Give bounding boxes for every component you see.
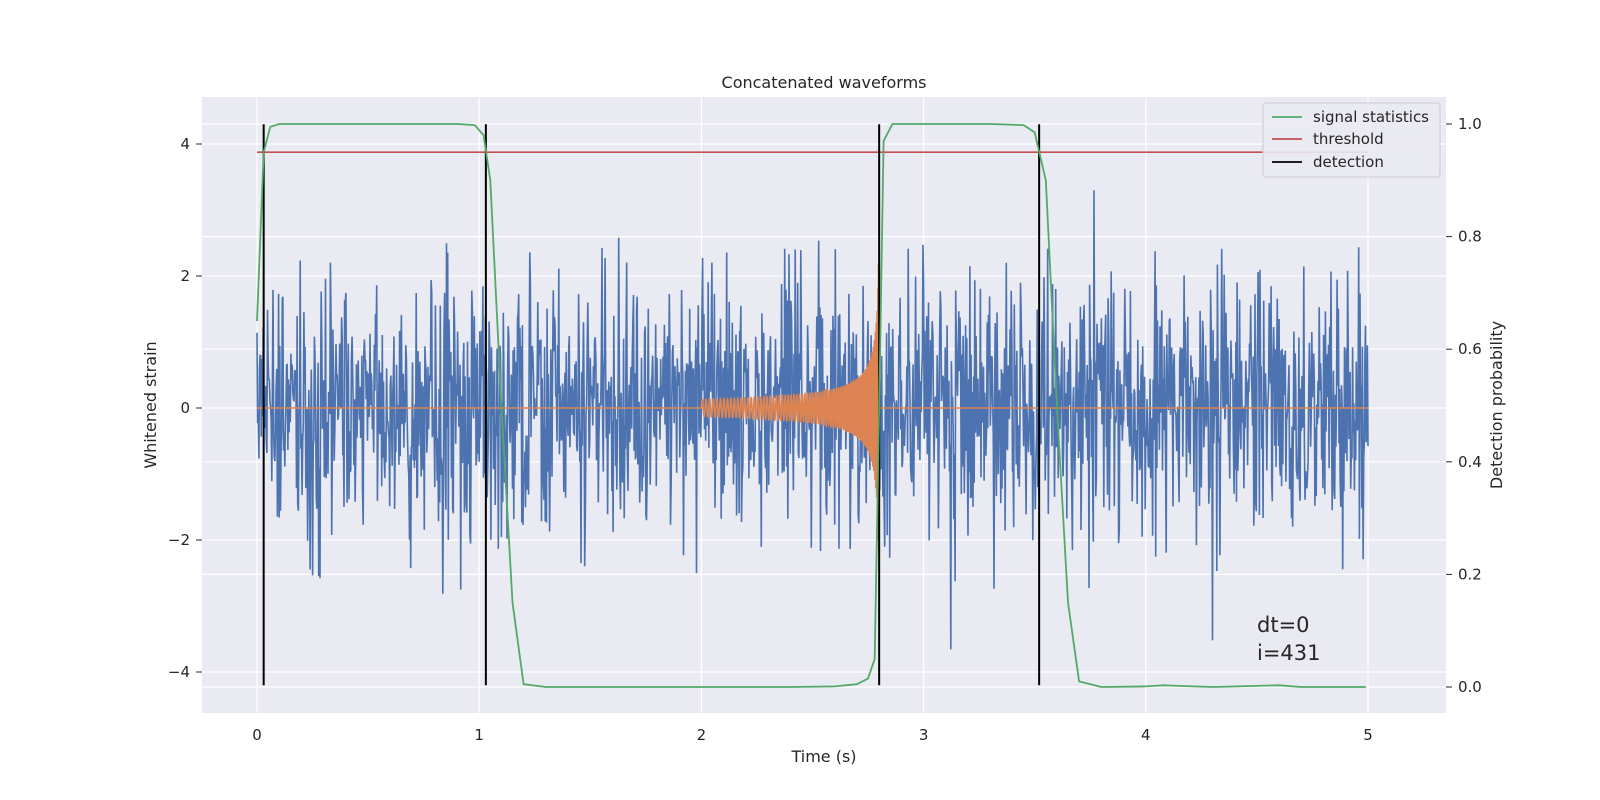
strain-layer bbox=[256, 190, 1369, 650]
signal-layer bbox=[257, 263, 1368, 551]
y-tick-label-right: 0.2 bbox=[1458, 565, 1482, 583]
legend-label-threshold: threshold bbox=[1313, 130, 1384, 148]
y-tick-label-right: 0.6 bbox=[1458, 340, 1482, 358]
y-tick-label-right: 0.4 bbox=[1458, 453, 1482, 471]
injected-signal-line bbox=[257, 263, 1368, 551]
x-axis-label: Time (s) bbox=[790, 747, 856, 766]
x-tick-label: 3 bbox=[919, 726, 929, 744]
y-tick-label-right: 0.0 bbox=[1458, 678, 1482, 696]
y-tick-label-left: 0 bbox=[180, 399, 190, 417]
legend-label-detection: detection bbox=[1313, 153, 1384, 171]
annotation-dt: dt=0 bbox=[1257, 613, 1310, 637]
legend-box bbox=[1262, 102, 1441, 178]
ticks: 0 1 2 3 4 5 −4 −2 0 2 4 0.0 0.2 0.4 0.6 0.8 1.0 bbox=[168, 115, 1482, 744]
strain-noise-line bbox=[256, 190, 1369, 650]
annotation-index: i=431 bbox=[1257, 641, 1321, 665]
x-tick-label: 2 bbox=[697, 726, 707, 744]
legend-label-signal-statistics: signal statistics bbox=[1313, 108, 1429, 126]
y-tick-label-left: −2 bbox=[168, 531, 190, 549]
x-tick-label: 1 bbox=[474, 726, 484, 744]
chart-title: Concatenated waveforms bbox=[722, 73, 927, 92]
y-tick-label-left: −4 bbox=[168, 663, 190, 681]
x-tick-label: 5 bbox=[1363, 726, 1373, 744]
y-tick-label-left: 2 bbox=[180, 267, 190, 285]
y-tick-label-right: 1.0 bbox=[1458, 115, 1482, 133]
x-tick-label: 4 bbox=[1141, 726, 1151, 744]
signal-statistics-line bbox=[256, 123, 1366, 688]
y-tick-label-left: 4 bbox=[180, 135, 190, 153]
y-axis-label-left: Whitened strain bbox=[141, 341, 160, 468]
legend: signal statistics threshold detection bbox=[1262, 102, 1441, 178]
y-axis-label-right: Detection probability bbox=[1487, 321, 1506, 489]
signal-statistics-layer bbox=[256, 123, 1368, 688]
y-tick-label-right: 0.8 bbox=[1458, 228, 1482, 246]
x-tick-label: 0 bbox=[252, 726, 262, 744]
